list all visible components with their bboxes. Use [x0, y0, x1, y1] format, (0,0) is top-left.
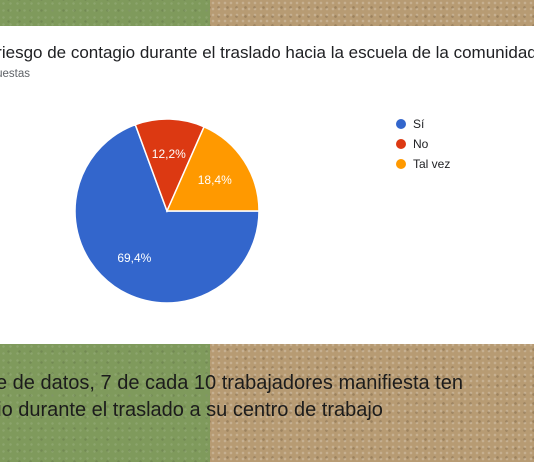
caption: ce de datos, 7 de cada 10 trabajadores m…	[0, 370, 534, 424]
pie-slice-tal-vez	[165, 125, 260, 212]
legend-label-tal-vez: Tal vez	[413, 157, 451, 171]
caption-line-2: gio durante el traslado a su centro de t…	[0, 399, 383, 421]
legend-item-tal-vez: Tal vez	[396, 154, 450, 174]
chart-legend: Sí No Tal vez	[396, 114, 450, 174]
legend-marker-si	[396, 119, 406, 129]
legend-label-no: No	[413, 137, 429, 151]
legend-item-si: Sí	[396, 114, 450, 134]
caption-line-1: ce de datos, 7 de cada 10 trabajadores m…	[0, 372, 463, 394]
legend-label-si: Sí	[413, 117, 425, 131]
pie-slice-no	[134, 118, 206, 214]
pie-label-si: 69,4%	[117, 251, 151, 265]
pie-label-no: 12,2%	[152, 147, 186, 161]
legend-marker-tal-vez	[396, 159, 406, 169]
legend-item-no: No	[396, 134, 450, 154]
pie-slice-si	[74, 123, 260, 304]
chart-title: e riesgo de contagio durante el traslado…	[0, 43, 534, 62]
chart-subtitle: spuestas	[0, 68, 31, 80]
legend-marker-no	[396, 139, 406, 149]
pie-label-tal-vez: 18,4%	[198, 173, 232, 187]
